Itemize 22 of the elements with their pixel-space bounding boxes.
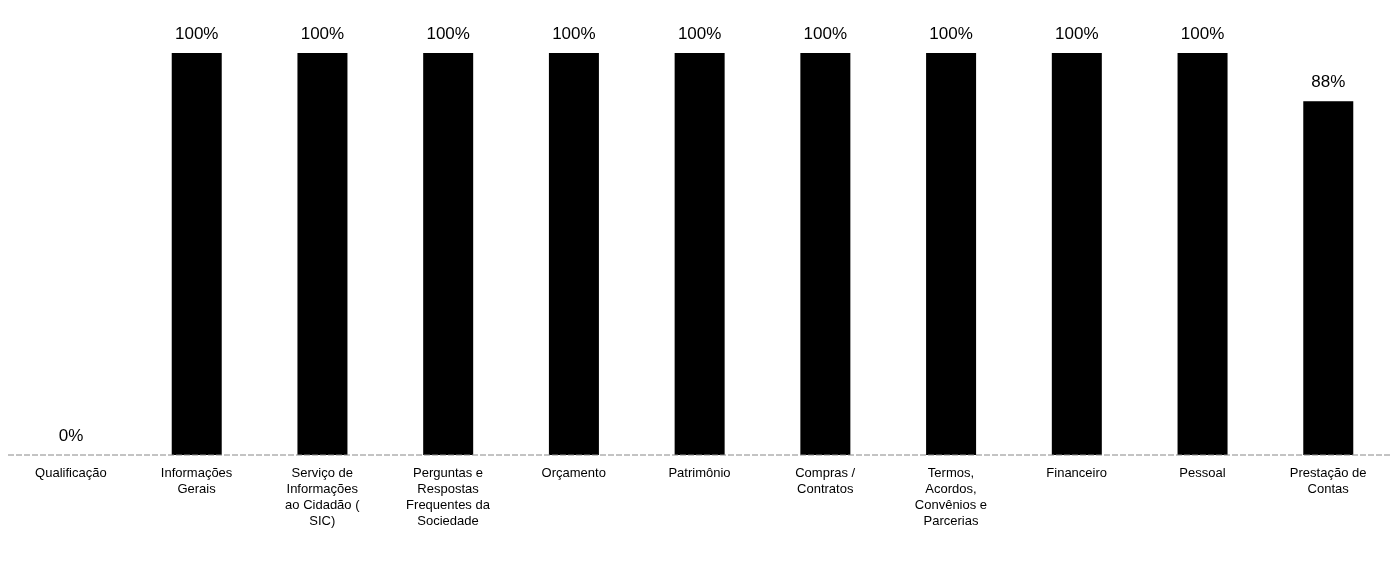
x-tick-label: Serviço de Informações ao Cidadão ( SIC) bbox=[285, 465, 361, 528]
data-label: 100% bbox=[1055, 24, 1099, 43]
data-label: 100% bbox=[174, 24, 219, 43]
data-label: 100% bbox=[929, 24, 973, 43]
data-label: 100% bbox=[552, 24, 596, 43]
x-tick-label: Perguntas e Respostas Frequentes da Sociedade bbox=[406, 465, 491, 528]
x-tick-label: Patrimônio bbox=[668, 465, 731, 480]
x-tick-label: Informações Gerais bbox=[160, 465, 233, 496]
data-label: 100% bbox=[426, 24, 470, 43]
x-tick-label: Prestação de Contas bbox=[1289, 465, 1367, 496]
data-label: 100% bbox=[1180, 24, 1225, 43]
x-tick-label: Compras / Contratos bbox=[795, 465, 856, 496]
x-tick-label: Financeiro bbox=[1046, 465, 1108, 480]
data-label: 100% bbox=[803, 24, 848, 43]
data-label: 100% bbox=[300, 24, 345, 43]
data-label: 100% bbox=[677, 24, 722, 43]
data-label: 88% bbox=[1311, 72, 1346, 92]
x-tick-label: Qualificação bbox=[35, 465, 107, 480]
x-tick-label: Pessoal bbox=[1179, 465, 1226, 480]
x-tick-label: Orçamento bbox=[541, 465, 606, 480]
data-label: 0% bbox=[58, 426, 84, 445]
x-tick-label: Termos, Acordos, Convênios e Parcerias bbox=[914, 465, 988, 528]
